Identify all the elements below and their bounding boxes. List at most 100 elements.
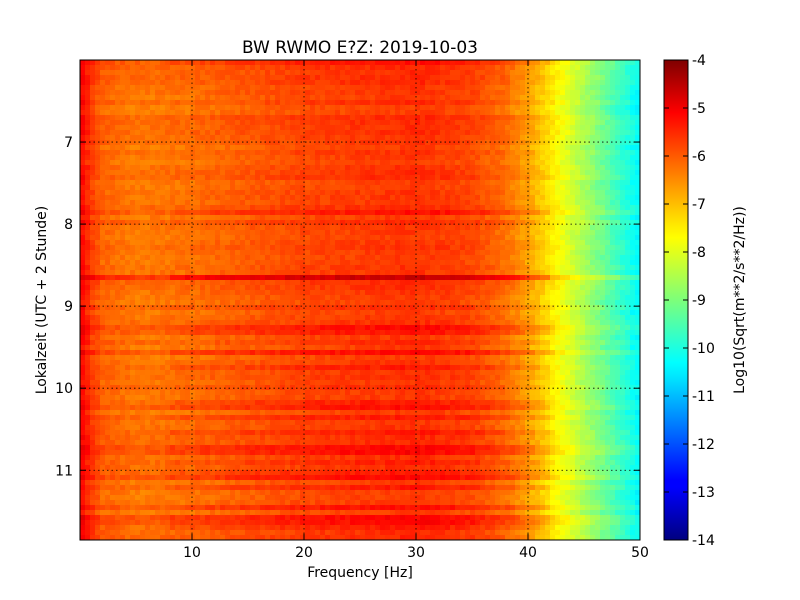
heatmap-cell (435, 145, 441, 151)
heatmap-cell (505, 250, 511, 256)
heatmap-cell (250, 215, 256, 221)
heatmap-cell (480, 215, 486, 221)
heatmap-cell (535, 195, 541, 201)
heatmap-cell (525, 210, 531, 216)
heatmap-cell (310, 85, 316, 91)
heatmap-cell (500, 70, 506, 76)
heatmap-cell (115, 175, 121, 181)
heatmap-cell (305, 215, 311, 221)
heatmap-cell (600, 120, 606, 126)
heatmap-cell (170, 205, 176, 211)
heatmap-cell (580, 250, 586, 256)
heatmap-cell (395, 125, 401, 131)
heatmap-cell (150, 245, 156, 251)
heatmap-cell (470, 125, 476, 131)
heatmap-cell (150, 130, 156, 136)
heatmap-cell (210, 80, 216, 86)
heatmap-cell (420, 105, 426, 111)
heatmap-cell (565, 240, 571, 246)
heatmap-cell (315, 85, 321, 91)
heatmap-cell (345, 155, 351, 161)
heatmap-cell (305, 75, 311, 81)
heatmap-cell (160, 150, 166, 156)
heatmap-cell (260, 175, 266, 181)
heatmap-cell (405, 110, 411, 116)
heatmap-cell (620, 170, 626, 176)
heatmap-cell (360, 255, 366, 261)
heatmap-cell (160, 115, 166, 121)
heatmap-cell (245, 280, 251, 286)
heatmap-cell (95, 85, 101, 91)
heatmap-cell (585, 160, 591, 166)
heatmap-cell (610, 200, 616, 206)
heatmap-cell (195, 245, 201, 251)
heatmap-cell (335, 165, 341, 171)
heatmap-cell (495, 210, 501, 216)
heatmap-cell (95, 105, 101, 111)
heatmap-cell (460, 175, 466, 181)
heatmap-cell (210, 270, 216, 276)
heatmap-cell (210, 105, 216, 111)
heatmap-cell (275, 85, 281, 91)
heatmap-cell (325, 235, 331, 241)
heatmap-cell (355, 230, 361, 236)
heatmap-cell (345, 110, 351, 116)
heatmap-cell (300, 115, 306, 121)
heatmap-cell (540, 110, 546, 116)
heatmap-cell (180, 195, 186, 201)
heatmap-cell (250, 220, 256, 226)
heatmap-cell (80, 260, 86, 266)
heatmap-cell (515, 185, 521, 191)
heatmap-cell (255, 145, 261, 151)
heatmap-cell (175, 120, 181, 126)
heatmap-cell (130, 200, 136, 206)
heatmap-cell (435, 100, 441, 106)
heatmap-cell (105, 175, 111, 181)
heatmap-cell (170, 195, 176, 201)
heatmap-cell (80, 165, 86, 171)
heatmap-cell (465, 60, 471, 66)
heatmap-cell (165, 245, 171, 251)
heatmap-cell (465, 185, 471, 191)
heatmap-cell (495, 85, 501, 91)
heatmap-cell (270, 265, 276, 271)
heatmap-cell (525, 95, 531, 101)
heatmap-cell (270, 160, 276, 166)
heatmap-cell (375, 280, 381, 286)
heatmap-cell (510, 65, 516, 71)
heatmap-cell (400, 270, 406, 276)
heatmap-cell (370, 95, 376, 101)
heatmap-cell (260, 140, 266, 146)
heatmap-cell (350, 115, 356, 121)
heatmap-cell (255, 65, 261, 71)
heatmap-cell (105, 220, 111, 226)
heatmap-cell (80, 210, 86, 216)
heatmap-cell (335, 100, 341, 106)
heatmap-cell (305, 250, 311, 256)
heatmap-cell (475, 75, 481, 81)
heatmap-cell (455, 65, 461, 71)
heatmap-cell (265, 265, 271, 271)
heatmap-cell (555, 235, 561, 241)
heatmap-cell (110, 100, 116, 106)
heatmap-cell (365, 240, 371, 246)
heatmap-cell (285, 150, 291, 156)
heatmap-cell (495, 190, 501, 196)
heatmap-cell (370, 145, 376, 151)
heatmap-cell (155, 205, 161, 211)
heatmap-cell (90, 65, 96, 71)
heatmap-cell (370, 270, 376, 276)
heatmap-cell (145, 75, 151, 81)
heatmap-cell (500, 235, 506, 241)
heatmap-cell (595, 175, 601, 181)
heatmap-cell (405, 145, 411, 151)
heatmap-cell (460, 235, 466, 241)
heatmap-cell (530, 210, 536, 216)
heatmap-cell (540, 165, 546, 171)
heatmap-cell (480, 240, 486, 246)
heatmap-cell (490, 185, 496, 191)
heatmap-cell (310, 120, 316, 126)
heatmap-cell (85, 260, 91, 266)
heatmap-cell (430, 230, 436, 236)
heatmap-cell (390, 120, 396, 126)
